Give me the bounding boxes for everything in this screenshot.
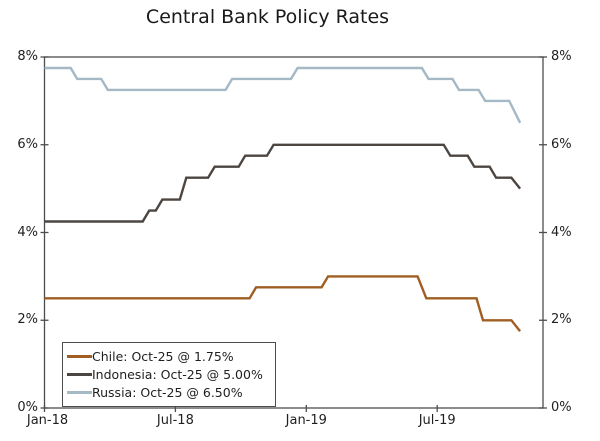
- y-axis-tick-label-left: 2%: [17, 312, 38, 328]
- x-axis-tick-label: Jan-18: [26, 413, 69, 428]
- series-line-indonesia: [44, 143, 522, 223]
- legend-label: Chile: Oct-25 @ 1.75%: [92, 348, 234, 364]
- series-line-chile: [44, 275, 522, 332]
- legend-label: Russia: Oct-25 @ 6.50%: [92, 384, 243, 400]
- legend: Chile: Oct-25 @ 1.75% Indonesia: Oct-25 @…: [62, 342, 276, 407]
- y-axis-tick-label-right: 0%: [551, 400, 572, 415]
- y-axis-tick-label-left: 8%: [17, 49, 38, 64]
- y-axis-tick-label-right: 8%: [551, 49, 572, 64]
- y-axis-tick-label-left: 6%: [17, 136, 38, 152]
- legend-item-indonesia: Indonesia: Oct-25 @ 5.00%: [67, 365, 271, 383]
- legend-swatch-indonesia: [67, 372, 92, 376]
- y-axis-tick-label-left: 0%: [17, 400, 38, 415]
- legend-item-russia: Russia: Oct-25 @ 6.50%: [67, 383, 271, 401]
- legend-label: Indonesia: Oct-25 @ 5.00%: [92, 366, 263, 382]
- legend-swatch-russia: [67, 390, 92, 394]
- x-axis-tick-label: Jul-18: [156, 413, 194, 428]
- legend-item-chile: Chile: Oct-25 @ 1.75%: [67, 347, 271, 365]
- y-axis-tick-label-right: 2%: [551, 312, 572, 328]
- y-axis-tick-label-right: 4%: [551, 224, 572, 240]
- x-axis-tick-label: Jan-19: [285, 413, 327, 428]
- chart-title: Central Bank Policy Rates: [145, 6, 390, 28]
- series-line-russia: [44, 66, 522, 124]
- y-axis-tick-label-left: 4%: [17, 224, 38, 240]
- x-axis-tick-label: Jul-19: [418, 413, 456, 428]
- legend-swatch-chile: [67, 354, 92, 358]
- y-axis-tick-label-right: 6%: [551, 136, 572, 152]
